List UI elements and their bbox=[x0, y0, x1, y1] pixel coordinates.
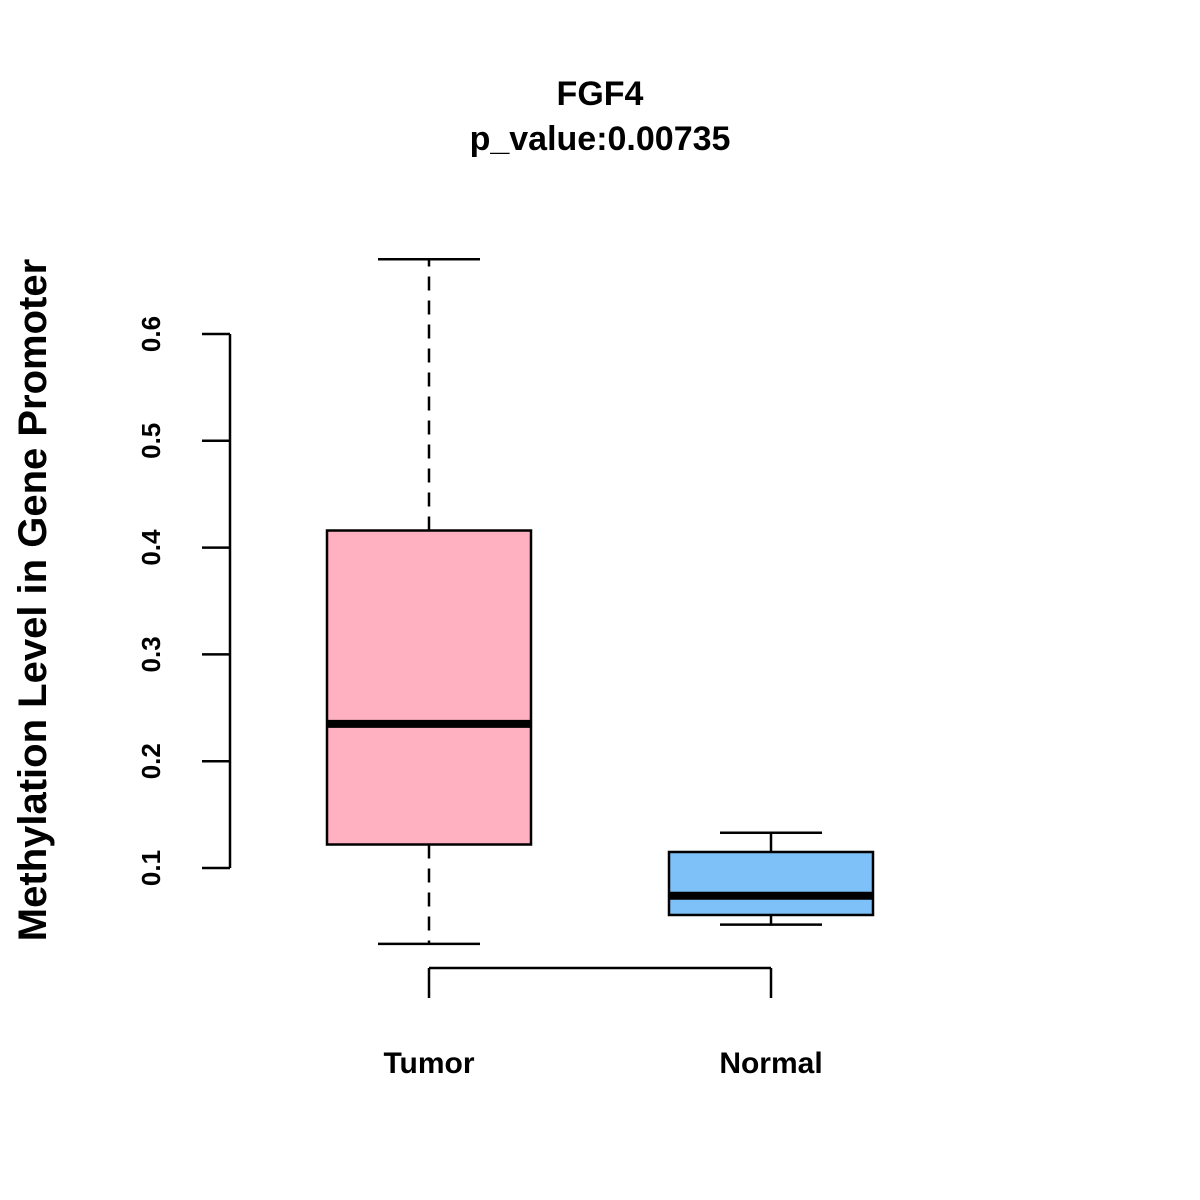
x-category-label: Tumor bbox=[383, 1047, 474, 1080]
chart-subtitle: p_value:0.00735 bbox=[470, 120, 731, 158]
y-axis: 0.1 0.2 0.3 0.4 0.5 0.6 bbox=[136, 316, 232, 886]
x-category-label: Normal bbox=[719, 1047, 822, 1080]
box-group bbox=[325, 257, 875, 946]
x-axis: Tumor Normal bbox=[383, 966, 823, 1080]
box-normal bbox=[667, 831, 875, 926]
y-tick-label: 0.2 bbox=[136, 743, 166, 779]
y-tick-label: 0.5 bbox=[136, 423, 166, 459]
iqr-box bbox=[325, 529, 533, 846]
y-tick-label: 0.6 bbox=[136, 316, 166, 352]
chart-title: FGF4 bbox=[557, 75, 644, 113]
y-tick-label: 0.3 bbox=[136, 636, 166, 672]
iqr-box bbox=[667, 850, 875, 917]
y-tick-label: 0.4 bbox=[136, 529, 166, 566]
box-tumor bbox=[325, 257, 533, 946]
y-tick-label: 0.1 bbox=[136, 850, 166, 886]
y-axis-label: Methylation Level in Gene Promoter bbox=[11, 259, 55, 941]
